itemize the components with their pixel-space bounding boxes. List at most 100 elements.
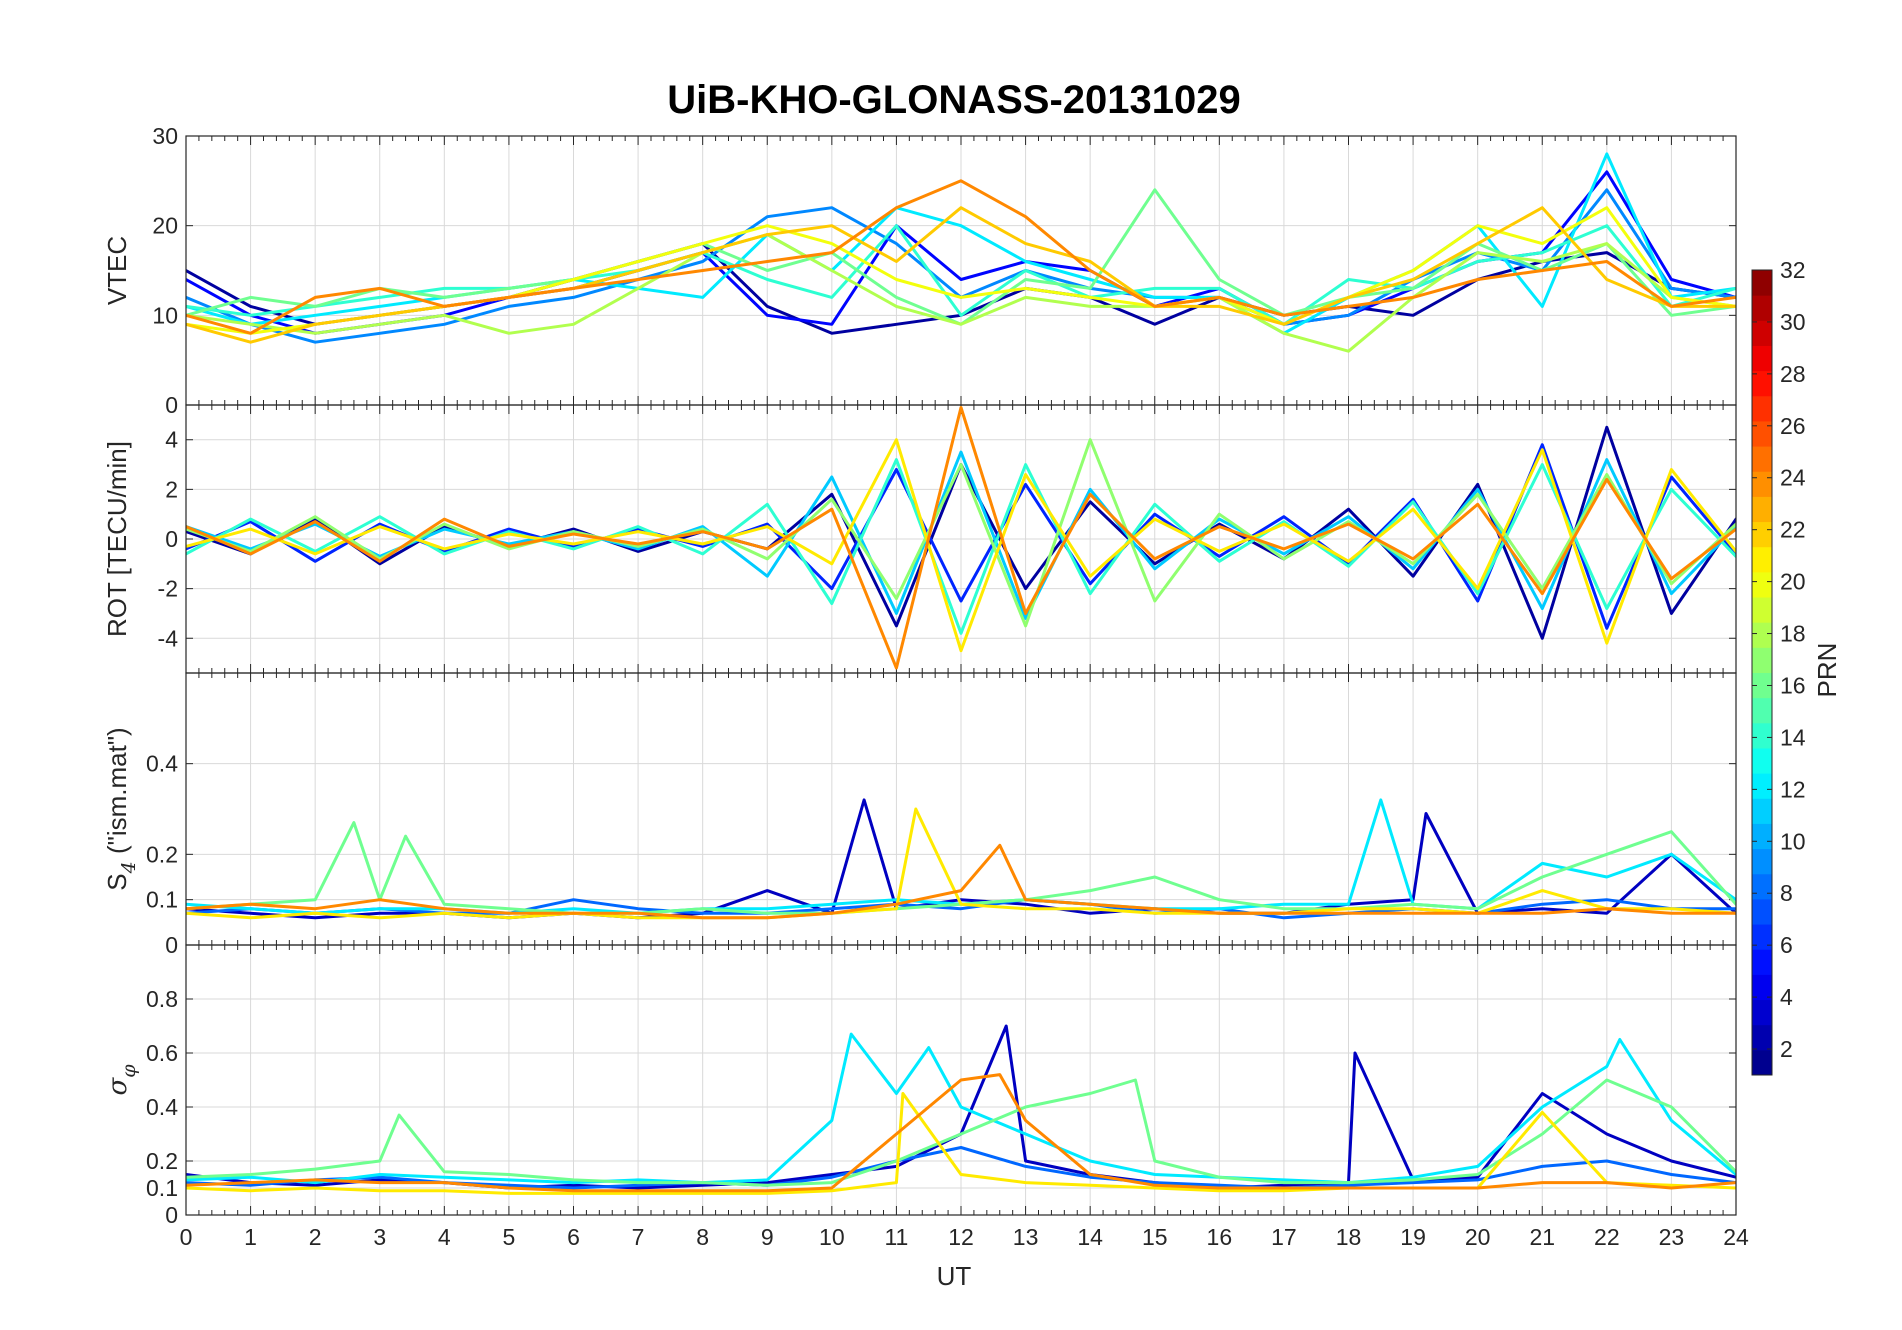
y-tick-label: 0.2 [146, 1148, 178, 1174]
colorbar-segment [1752, 270, 1772, 296]
colorbar-tick-label: 26 [1780, 413, 1806, 439]
colorbar-segment [1752, 924, 1772, 950]
colorbar-tick-label: 32 [1780, 257, 1806, 283]
colorbar-tick-label: 18 [1780, 621, 1806, 647]
colorbar-label: PRN [1812, 643, 1842, 698]
colorbar-segment [1752, 949, 1772, 975]
x-axis: 0 1 2 3 4 5 6 7 8 9 10 11 12 13 14 15 16 17 18 19 20 21 22 23 24 [180, 1224, 1749, 1250]
colorbar-tick-label: 22 [1780, 517, 1806, 543]
x-tick-label: 12 [948, 1224, 974, 1250]
y-tick-label: 0 [165, 392, 178, 418]
colorbar-segment [1752, 798, 1772, 824]
series-prn-6 [186, 443, 1736, 630]
x-tick-label: 20 [1465, 1224, 1491, 1250]
y-tick-label: 10 [152, 302, 178, 328]
colorbar-segment [1752, 420, 1772, 447]
colorbar-segment [1752, 546, 1772, 573]
colorbar-segment [1752, 521, 1772, 548]
x-tick-label: 7 [632, 1224, 645, 1250]
series-group [186, 152, 1736, 353]
x-tick-label: 6 [567, 1224, 580, 1250]
colorbar-segment [1752, 848, 1772, 875]
x-tick-label: 8 [696, 1224, 709, 1250]
y-tick-label: 0 [165, 1202, 178, 1228]
colorbar-segment [1752, 496, 1772, 523]
panel-s4: 00.10.20.4S4 ("ism.mat") [102, 672, 1737, 958]
colorbar-tick-label: 20 [1780, 569, 1806, 595]
colorbar-tick-label: 12 [1780, 776, 1806, 802]
colorbar-segment [1752, 647, 1772, 673]
colorbar-tick-label: 24 [1780, 465, 1806, 491]
colorbar-tick-label: 4 [1780, 984, 1793, 1010]
y-tick-label: 4 [165, 427, 178, 453]
y-tick-label: 0.4 [146, 1094, 178, 1120]
panel-rot: -4 -2 0 2 4 ROT [TECU/min] [102, 404, 1737, 674]
y-tick-label: 0.2 [146, 841, 178, 867]
colorbar-segment [1752, 471, 1772, 497]
panel-vtec: 0 10 20 30 VTEC [102, 123, 1737, 418]
colorbar-segment [1752, 773, 1772, 799]
colorbar-segment [1752, 571, 1772, 598]
series-prn-12 [186, 1032, 1736, 1185]
series-prn-16 [186, 1078, 1736, 1187]
colorbar-tick-label: 16 [1780, 672, 1806, 698]
y-axis-label-sub: 4 [118, 861, 140, 874]
colorbar-segment [1752, 974, 1772, 1001]
series-group [186, 1024, 1736, 1195]
x-tick-label: 0 [180, 1224, 193, 1250]
y-axis-label: VTEC [102, 236, 132, 305]
y-tick-label: 0 [165, 526, 178, 552]
y-tick-label: 2 [165, 476, 178, 502]
colorbar-segment [1752, 898, 1772, 925]
x-tick-label: 9 [761, 1224, 774, 1250]
y-tick-label: -4 [158, 625, 179, 651]
y-axis-label-main: S [102, 873, 132, 890]
x-tick-label: 17 [1271, 1224, 1297, 1250]
x-tick-label: 4 [438, 1224, 451, 1250]
colorbar-tick-label: 6 [1780, 932, 1793, 958]
series-prn-21 [186, 438, 1736, 653]
colorbar-segment [1752, 320, 1772, 346]
colorbar-tick-label: 28 [1780, 361, 1806, 387]
y-axis-label-sub: φ [118, 1064, 140, 1078]
x-tick-label: 10 [819, 1224, 845, 1250]
x-tick-label: 2 [309, 1224, 322, 1250]
panel-sigma: 00.10.2 0.4 0.6 0.8 σφ [103, 944, 1737, 1228]
colorbar-segment [1752, 446, 1772, 472]
series-prn-17 [186, 438, 1736, 628]
colorbar-segment [1752, 370, 1772, 397]
colorbar-tick-label: 8 [1780, 880, 1793, 906]
y-tick-label: -2 [158, 576, 178, 602]
y-tick-label: 0.1 [146, 887, 178, 913]
colorbar-segment [1752, 697, 1772, 724]
y-axis-label-main: σ [103, 1077, 133, 1096]
series-prn-24 [186, 843, 1736, 920]
colorbar-segment [1752, 1049, 1772, 1076]
series-prn-24 [186, 406, 1736, 670]
y-axis-label: σφ [103, 1064, 140, 1096]
series-prn-14 [186, 458, 1736, 635]
x-tick-label: 15 [1142, 1224, 1168, 1250]
y-tick-label: 0.6 [146, 1040, 178, 1066]
colorbar-tick-label: 30 [1780, 309, 1806, 335]
colorbar-segment [1752, 395, 1772, 422]
x-tick-label: 18 [1336, 1224, 1362, 1250]
x-tick-label: 22 [1594, 1224, 1620, 1250]
series-prn-24 [186, 179, 1736, 335]
x-tick-label: 14 [1077, 1224, 1103, 1250]
y-tick-label: 0.1 [146, 1175, 178, 1201]
series-prn-24 [186, 1073, 1736, 1193]
colorbar-segment [1752, 747, 1772, 774]
colorbar-tick-label: 14 [1780, 724, 1806, 750]
x-tick-label: 1 [244, 1224, 257, 1250]
x-tick-label: 19 [1400, 1224, 1426, 1250]
series-prn-18 [186, 233, 1736, 353]
colorbar-tick-label: 2 [1780, 1036, 1793, 1062]
series-group [186, 798, 1736, 920]
y-tick-label: 0.8 [146, 986, 178, 1012]
y-tick-label: 0.4 [146, 751, 178, 777]
colorbar-segment [1752, 722, 1772, 749]
